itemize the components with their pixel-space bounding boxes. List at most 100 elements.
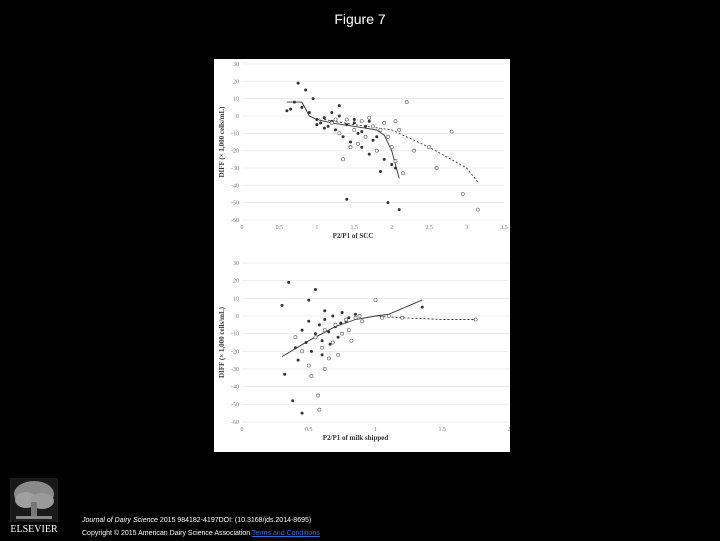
x-tick-label: 3.5 (500, 225, 508, 231)
data-point-filled (300, 411, 304, 415)
data-point-open (313, 335, 318, 340)
data-point-filled (285, 109, 289, 113)
y-tick-label: 30 (233, 62, 239, 68)
data-point-filled (349, 140, 353, 144)
data-point-filled (356, 131, 360, 135)
x-tick-label: 1 (315, 225, 318, 231)
data-point-filled (315, 117, 319, 121)
data-point-filled (296, 81, 300, 85)
data-point-filled (289, 107, 293, 111)
data-point-open (397, 127, 402, 132)
copyright-line: Copyright © 2015 American Dairy Science … (82, 527, 320, 540)
data-point-filled (393, 166, 397, 170)
data-point-filled (283, 372, 287, 376)
data-point-filled (291, 399, 295, 403)
data-point-open (348, 145, 353, 150)
data-point-filled (339, 321, 343, 325)
data-point-filled (336, 335, 340, 339)
data-point-open (333, 117, 338, 122)
data-point-filled (328, 342, 332, 346)
y-axis-label: DIFF (× 1,000 cells/mL) (218, 106, 226, 178)
data-point-open (460, 192, 465, 196)
data-point-open (393, 119, 398, 124)
y-tick-label: -20 (231, 349, 239, 355)
x-tick-label: 2.5 (425, 225, 433, 231)
data-point-open (393, 159, 398, 163)
terms-link[interactable]: Terms and Conditions (252, 530, 320, 537)
data-point-filled (367, 152, 371, 156)
x-axis-label: P2/P1 of SCC (333, 232, 374, 240)
x-tick-label: 2 (508, 427, 511, 433)
data-point-open (360, 319, 365, 324)
data-point-filled (304, 341, 308, 344)
data-point-open (353, 315, 358, 320)
elsevier-logo: ELSEVIER (4, 476, 64, 536)
y-tick-label: -40 (231, 183, 239, 189)
data-point-open (378, 127, 383, 132)
data-point-open (373, 298, 378, 303)
data-point-filled (326, 124, 330, 128)
data-point-filled (300, 105, 304, 109)
data-point-filled (317, 323, 321, 327)
data-point-open (346, 328, 351, 333)
data-point-open (380, 315, 385, 320)
data-point-open (412, 148, 417, 153)
data-point-open (330, 340, 335, 345)
data-point-open (386, 314, 391, 318)
y-tick-label: -10 (231, 131, 239, 137)
data-point-filled (331, 314, 335, 318)
data-point-filled (320, 353, 324, 357)
data-point-open (336, 352, 341, 357)
data-point-filled (287, 280, 291, 284)
data-point-filled (323, 318, 327, 322)
data-point-filled (296, 358, 300, 362)
data-point-filled (323, 309, 327, 313)
data-point-open (401, 171, 405, 176)
data-point-filled (304, 88, 308, 92)
y-tick-label: 10 (233, 97, 239, 103)
y-tick-label: -60 (231, 420, 239, 426)
citation-line: Journal of Dairy Science 2015 984182-419… (82, 514, 320, 527)
data-point-open (320, 345, 325, 350)
y-tick-label: -30 (231, 367, 239, 373)
x-tick-label: 2 (390, 225, 393, 231)
y-tick-label: 20 (233, 79, 239, 85)
data-point-open (306, 363, 311, 368)
data-point-open (371, 124, 375, 129)
y-tick-label: 0 (236, 314, 239, 320)
y-tick-label: -40 (231, 385, 239, 391)
data-point-filled (382, 157, 386, 161)
y-tick-label: -60 (231, 218, 239, 224)
data-point-open (344, 317, 349, 322)
data-point-filled (340, 310, 344, 314)
data-point-filled (293, 346, 297, 350)
y-tick-label: -20 (231, 149, 239, 155)
elsevier-tree-icon: ELSEVIER (10, 478, 58, 535)
x-axis-label: P2/P1 of milk shipped (323, 434, 389, 442)
data-point-filled (353, 312, 357, 316)
data-point-open (322, 328, 327, 333)
x-tick-label: 1.5 (351, 225, 359, 231)
data-point-filled (307, 298, 311, 302)
data-point-filled (322, 116, 326, 120)
data-point-open (293, 335, 298, 340)
data-point-filled (397, 208, 401, 212)
y-tick-label: -50 (231, 201, 239, 207)
data-point-filled (315, 123, 319, 127)
trend-line-solid (286, 101, 400, 179)
data-point-filled (311, 97, 315, 101)
data-point-filled (330, 111, 334, 115)
data-point-open (356, 141, 360, 146)
data-point-open (400, 315, 405, 320)
x-tick-label: 1.5 (439, 427, 447, 433)
data-point-open (386, 134, 390, 139)
x-tick-label: 0.5 (276, 225, 284, 231)
journal-name: Journal of Dairy Science (82, 517, 158, 524)
data-point-open (329, 121, 334, 125)
figure-panel: 30 20 10 0 -10 -20 -30 -40 -50 -60 0 0.5 1 1.5 2 2.5 3 3.… (214, 59, 510, 452)
data-point-filled (360, 145, 364, 149)
data-point-open (344, 117, 349, 122)
y-axis-label: DIFF (× 1,000 cells/mL) (218, 306, 226, 378)
data-point-open (341, 157, 345, 162)
